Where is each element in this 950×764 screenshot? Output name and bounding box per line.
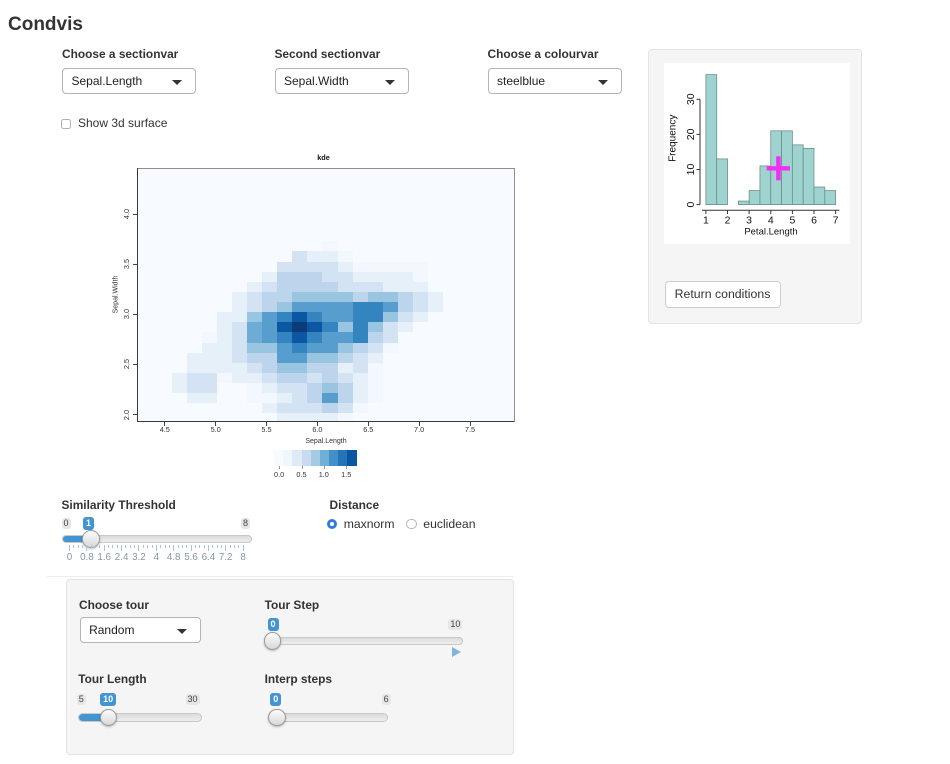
- svg-text:Petal.Length: Petal.Length: [744, 226, 797, 237]
- svg-text:20: 20: [685, 128, 697, 140]
- svg-text:4: 4: [768, 214, 774, 226]
- svg-text:30: 30: [685, 93, 697, 105]
- svg-text:0: 0: [685, 201, 697, 207]
- svg-text:5: 5: [789, 214, 795, 226]
- svg-text:2: 2: [725, 214, 731, 226]
- svg-text:7: 7: [833, 214, 839, 226]
- svg-text:10: 10: [685, 163, 697, 175]
- svg-text:6: 6: [811, 214, 817, 226]
- svg-text:1: 1: [703, 214, 709, 226]
- svg-text:3: 3: [746, 214, 752, 226]
- svg-text:Frequency: Frequency: [668, 114, 679, 161]
